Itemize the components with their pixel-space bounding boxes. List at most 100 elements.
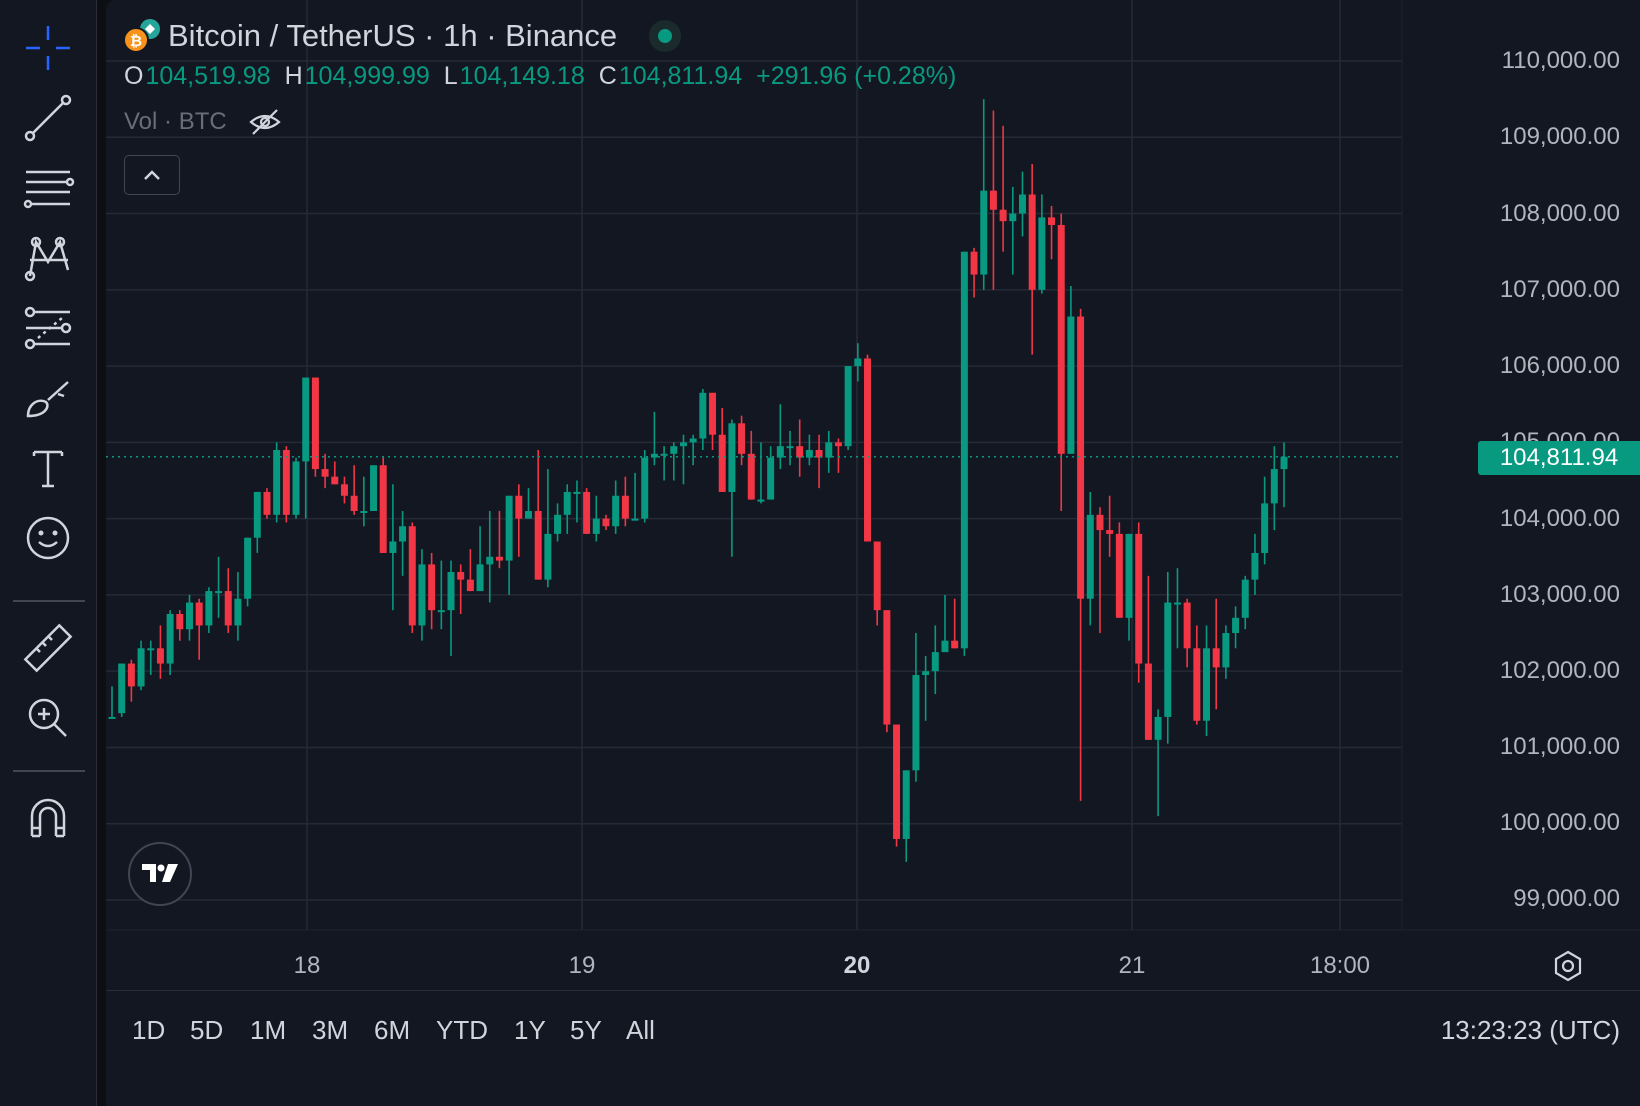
- range-button-all[interactable]: All: [626, 1015, 655, 1045]
- candle: [864, 354, 871, 542]
- candle: [205, 587, 213, 634]
- brush-icon[interactable]: [16, 366, 80, 430]
- change-value: +291.96 (+0.28%): [756, 62, 957, 90]
- fib-levels-icon[interactable]: [16, 156, 80, 220]
- price-axis-label: 100,000.00: [1499, 809, 1620, 836]
- candle: [1183, 598, 1191, 668]
- eye-hidden-icon[interactable]: [247, 107, 283, 137]
- candle: [379, 457, 387, 553]
- candle: [534, 449, 542, 580]
- ruler-icon[interactable]: [16, 616, 80, 680]
- price-axis-label: 110,000.00: [1501, 47, 1620, 74]
- candle: [592, 495, 600, 542]
- candle: [679, 434, 687, 485]
- candle: [825, 430, 833, 473]
- trend-line-icon[interactable]: [16, 86, 80, 150]
- candle: [108, 686, 116, 719]
- price-axis-label: 104,000.00: [1499, 505, 1620, 532]
- market-status-icon[interactable]: [649, 20, 682, 52]
- candle: [215, 556, 223, 618]
- emoji-icon[interactable]: [16, 506, 80, 570]
- time-axis-label: 18: [293, 952, 321, 979]
- candle: [447, 560, 455, 656]
- candle: [573, 480, 581, 523]
- candle: [525, 488, 532, 519]
- candle: [660, 446, 668, 481]
- chart-panel[interactable]: ₿ Bitcoin / TetherUS · 1h · Binance O 10…: [106, 0, 1640, 1040]
- candle: [980, 99, 988, 290]
- candle: [844, 366, 852, 450]
- candle: [776, 404, 784, 470]
- symbol-title[interactable]: Bitcoin / TetherUS · 1h · Binance: [168, 18, 618, 53]
- close-key: C: [598, 62, 617, 90]
- candle: [156, 625, 164, 679]
- utc-clock[interactable]: 13:23:23 (UTC): [1440, 1015, 1620, 1045]
- candlestick-chart[interactable]: [106, 0, 1640, 1040]
- range-button-1d[interactable]: 1D: [132, 1015, 166, 1045]
- candle: [253, 491, 261, 553]
- magnet-icon[interactable]: [16, 786, 80, 850]
- candle: [195, 598, 203, 660]
- candle: [186, 594, 193, 641]
- candle: [873, 541, 881, 626]
- candle: [1009, 186, 1017, 275]
- candle: [786, 430, 794, 466]
- range-button-1y[interactable]: 1Y: [514, 1015, 546, 1045]
- candle: [834, 438, 842, 473]
- candle: [360, 476, 368, 527]
- price-axis-label: 103,000.00: [1499, 581, 1620, 608]
- candle: [234, 572, 242, 641]
- range-button-1m[interactable]: 1M: [250, 1015, 287, 1045]
- candle: [428, 552, 436, 630]
- candle: [263, 488, 271, 519]
- volume-label[interactable]: Vol · BTC: [124, 108, 227, 135]
- pattern-icon[interactable]: [16, 226, 80, 290]
- text-icon[interactable]: [16, 436, 80, 500]
- candle: [1154, 709, 1162, 817]
- toolbar-separator: [13, 600, 85, 602]
- zoom-in-icon[interactable]: [16, 686, 80, 750]
- close-value: 104,811.94: [618, 62, 743, 90]
- range-button-ytd[interactable]: YTD: [436, 1015, 488, 1045]
- candle: [757, 442, 765, 504]
- candle: [476, 526, 484, 592]
- candle: [466, 549, 474, 592]
- ohlc-values: O 104,519.98 H 104,999.99 L 104,149.18 C…: [124, 62, 970, 91]
- range-button-6m[interactable]: 6M: [374, 1015, 411, 1045]
- candle: [331, 461, 339, 485]
- candle: [602, 514, 610, 531]
- candle: [718, 408, 726, 492]
- price-axis-label: 107,000.00: [1499, 276, 1620, 303]
- collapse-legend-button[interactable]: [124, 155, 180, 195]
- high-value: 104,999.99: [304, 62, 430, 90]
- candle: [1270, 446, 1278, 531]
- candle: [709, 392, 717, 450]
- tradingview-logo-icon: [142, 864, 178, 882]
- candle: [176, 610, 184, 641]
- settings-icon[interactable]: [1548, 946, 1588, 986]
- candle: [340, 476, 348, 504]
- candle: [563, 484, 571, 534]
- candle: [1261, 476, 1269, 565]
- candle: [1067, 286, 1075, 454]
- last-price-tag: 104,811.94: [1478, 441, 1640, 475]
- range-button-5y[interactable]: 5Y: [570, 1015, 602, 1045]
- crosshair-icon[interactable]: [16, 16, 80, 80]
- candle: [999, 125, 1007, 252]
- candle: [941, 594, 949, 653]
- candle: [1077, 308, 1085, 801]
- candle: [805, 434, 813, 466]
- forecast-icon[interactable]: [16, 296, 80, 360]
- candle: [321, 453, 329, 489]
- candle: [505, 495, 513, 595]
- candle: [166, 610, 174, 675]
- candle: [1115, 522, 1123, 618]
- tradingview-logo[interactable]: [128, 842, 192, 906]
- candle: [1018, 171, 1026, 237]
- candle: [544, 469, 552, 588]
- candle: [583, 488, 591, 534]
- candle: [1144, 575, 1152, 740]
- range-button-5d[interactable]: 5D: [190, 1015, 224, 1045]
- range-button-3m[interactable]: 3M: [312, 1015, 349, 1045]
- candle: [728, 419, 736, 557]
